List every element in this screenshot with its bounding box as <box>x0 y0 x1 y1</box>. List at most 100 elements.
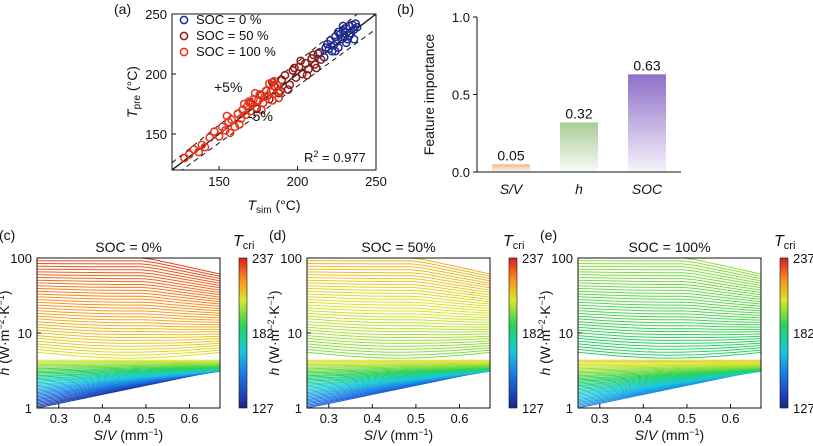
x-axis-label: Tsim (°C) <box>247 197 300 216</box>
contour-line <box>578 340 761 347</box>
data-point <box>225 128 235 138</box>
contour-line <box>307 274 490 289</box>
contour-line <box>578 324 761 330</box>
contour-line <box>37 318 220 326</box>
contour-line <box>307 366 490 374</box>
data-point <box>308 50 318 60</box>
data-point <box>210 127 219 136</box>
contour-line <box>37 364 220 368</box>
contour-line <box>307 301 490 312</box>
contour-line <box>307 363 490 367</box>
contour-line <box>307 288 490 300</box>
contour-line <box>307 366 490 372</box>
data-point <box>280 70 290 80</box>
data-point <box>221 126 230 135</box>
contour-line <box>307 304 490 314</box>
panel-title: SOC = 0% <box>95 239 162 255</box>
y-axis-label: Feature importance <box>421 34 437 156</box>
data-point <box>255 90 265 99</box>
contour-line <box>37 365 220 371</box>
contour-line <box>37 335 220 341</box>
contour-line <box>37 293 220 305</box>
contour-line <box>307 265 490 282</box>
contour-line <box>578 258 761 275</box>
contour-line <box>578 368 761 378</box>
panel-title: SOC = 100% <box>628 239 710 255</box>
contour-line <box>37 362 220 365</box>
data-point <box>274 93 284 103</box>
x-axis-label: S/V (mm−1) <box>364 427 433 443</box>
colorbar-label: Tcri <box>774 233 795 252</box>
x-tick-label: 0.3 <box>50 411 68 426</box>
panel-a-scatter: 150 200 250 150 200 250 (a) Tsim (°C) Tpre (°C) S… <box>114 1 387 216</box>
y-tick-label: 1 <box>295 401 302 416</box>
contour-line <box>37 369 220 381</box>
x-tick-label: 0.5 <box>137 411 155 426</box>
bar-value-label: 0.32 <box>565 105 592 121</box>
y-tick-label: 0.0 <box>452 165 470 180</box>
y-tick-label: 10 <box>559 326 573 341</box>
contour-line <box>307 293 490 305</box>
contour-line <box>37 324 220 330</box>
annotation-plus5: +5% <box>214 79 242 95</box>
contour-line <box>307 318 490 326</box>
contour-line <box>37 274 220 289</box>
contour-line <box>307 324 490 330</box>
contour-line <box>307 299 490 310</box>
panel-label: (c) <box>0 227 15 243</box>
x-axis-label: S/V (mm−1) <box>94 427 163 443</box>
contour-line <box>578 301 761 312</box>
data-point <box>291 73 301 82</box>
data-point <box>332 37 342 46</box>
data-point <box>338 21 348 31</box>
data-point <box>341 38 351 48</box>
contour-line <box>578 335 761 341</box>
data-point <box>184 150 194 159</box>
contour-line <box>37 260 220 277</box>
contour-line <box>37 296 220 307</box>
data-point <box>269 76 279 86</box>
contour-line <box>307 276 490 291</box>
y-tick-label: 250 <box>145 7 167 22</box>
category-label: SOC <box>632 181 663 197</box>
y-axis-label: h (W·m−2·K−1) <box>266 290 282 375</box>
contour-line <box>578 366 761 374</box>
contour-line <box>307 268 490 284</box>
data-point <box>239 99 249 109</box>
contour-line <box>307 321 490 328</box>
contour-line <box>578 290 761 303</box>
contour-line <box>578 265 761 282</box>
panel-label: (e) <box>540 227 557 243</box>
contour-line <box>307 362 490 365</box>
contour-line <box>578 318 761 326</box>
contour-line <box>578 332 761 339</box>
contour-line <box>578 369 761 384</box>
contour-line <box>37 351 220 359</box>
contour-line <box>307 343 490 350</box>
contour-line <box>578 362 761 365</box>
data-point <box>327 46 337 56</box>
data-point <box>264 79 274 88</box>
colorbar <box>779 257 789 409</box>
contour-line <box>37 367 220 375</box>
contour-line <box>307 260 490 277</box>
colorbar <box>238 257 248 409</box>
contour-line <box>37 301 220 312</box>
contour-line <box>307 348 490 356</box>
data-point <box>222 111 232 121</box>
contour-line <box>37 276 220 291</box>
contour-line <box>578 367 761 377</box>
contour-line <box>578 260 761 277</box>
x-tick-label: 0.6 <box>721 411 739 426</box>
contour-line <box>578 282 761 296</box>
data-point <box>244 97 254 106</box>
bar <box>560 122 598 172</box>
x-tick-label: 250 <box>365 174 387 189</box>
bar-value-label: 0.05 <box>497 147 524 163</box>
contour-line <box>307 367 490 377</box>
contour-line <box>578 296 761 307</box>
x-tick-label: 0.3 <box>320 411 338 426</box>
contour-lines <box>37 258 220 408</box>
contour-line <box>578 268 761 284</box>
